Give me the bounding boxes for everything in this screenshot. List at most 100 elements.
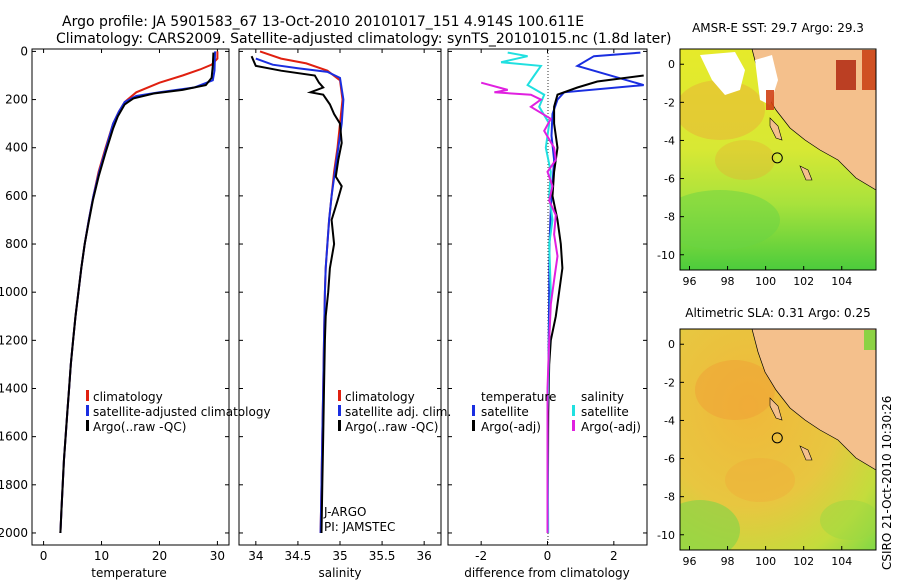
series-line-2 [250,55,343,534]
x-tick-label: 10 [94,549,109,563]
y-tick-label: 1800 [0,478,28,492]
map-axes: 96 98 100 102 104 0 -2 -4 -6 -8 -10 [657,58,852,288]
annotation-program: J-ARGO [323,505,366,519]
x-tick-label: 35 [332,549,347,563]
map-y-tick-label: -2 [664,376,675,389]
map-y-tick-label: -6 [664,173,675,186]
legend-swatch-argo [338,420,341,431]
legend-label-t-satellite: satellite [481,405,529,419]
map-x-tick-label: 96 [683,275,697,288]
sst-map-panel: AMSR-E SST: 29.7 Argo: 29.3 96 98 100 102 10… [657,21,877,288]
legend-label-argo: Argo(..raw -QC) [345,420,438,434]
plot-frame [31,48,230,546]
legend: climatology satellite-adjusted climatolo… [86,390,271,434]
legend-swatch-satellite [86,405,89,416]
sla-high-patch [725,458,795,502]
x-tick-label: 20 [152,549,167,563]
x-tick-label: 34.5 [285,549,312,563]
island [769,397,783,421]
sst-hot-cell [862,50,876,90]
map-title: AMSR-E SST: 29.7 Argo: 29.3 [692,21,864,35]
depth-axis: 0 200 400 600 800 1000 1200 1400 1600 1800 2000 [0,44,229,540]
salinity-profiles [250,50,345,534]
legend-swatch-satellite [338,405,341,416]
sla-land-edge-cell [864,330,876,350]
legend-label-t-argo: Argo(-adj) [481,420,541,434]
sst-hot-cell [766,90,774,110]
map-y-tick-label: 0 [668,58,675,71]
map-x-tick-label: 102 [793,555,814,568]
salinity-y-ticks [239,50,441,534]
legend-label-s-argo: Argo(-adj) [581,420,641,434]
legend-swatch-t-satellite [472,405,475,416]
x-axis-label: temperature [91,566,166,580]
series-line-1 [546,74,644,534]
map-y-tick-label: -10 [657,249,675,262]
series-line-3 [480,81,559,533]
y-tick-label: 2000 [0,526,28,540]
y-tick-label: 1000 [0,285,28,299]
legend-label-climatology: climatology [345,390,415,404]
map-y-tick-label: -8 [664,211,675,224]
x-tick-label: 34 [248,549,263,563]
legend-label-argo: Argo(..raw -QC) [93,420,186,434]
series-line-0 [59,51,219,534]
map-y-tick-label: -6 [664,453,675,466]
legend-label-s-satellite: satellite [581,405,629,419]
sla-high-patch [695,360,775,420]
x-axis-label: difference from climatology [464,566,630,580]
map-frame [679,48,877,271]
map-x-tick-label: 96 [683,555,697,568]
temperature-x-axis: 0 10 20 30 [40,49,225,563]
map-y-tick-label: 0 [668,338,675,351]
x-tick-label: -2 [475,549,487,563]
map-x-tick-label: 104 [831,555,852,568]
x-tick-label: 0 [544,549,552,563]
legend-title-salinity: salinity [581,390,624,404]
legend-swatch-climatology [86,390,89,401]
legend: temperature salinity satellite Argo(-adj… [472,390,641,434]
map-y-tick-label: -10 [657,529,675,542]
legend-swatch-s-satellite [572,405,575,416]
x-tick-label: 30 [210,549,225,563]
x-tick-label: 2 [610,549,618,563]
sst-warm-patch [680,80,765,140]
sla-low-patch [820,500,876,540]
legend: climatology satellite adj. clim. Argo(..… [338,390,451,434]
x-tick-label: 35.5 [369,549,396,563]
y-tick-label: 0 [20,44,28,58]
legend-swatch-argo [86,420,89,431]
map-axes: 96 98 100 102 104 0 -2 -4 -6 -8 -10 [657,338,852,568]
argo-position-marker [771,432,783,444]
island [799,445,813,461]
map-x-tick-label: 104 [831,275,852,288]
sst-cool-patch [680,190,780,250]
map-frame [679,328,877,551]
y-tick-label: 600 [5,189,28,203]
series-line-2 [59,52,215,534]
legend-title-temperature: temperature [481,390,556,404]
difference-panel: -2 0 2 difference from climatology tempera… [447,48,648,580]
x-tick-label: 36 [417,549,432,563]
y-tick-label: 1200 [0,333,28,347]
y-tick-label: 200 [5,93,28,107]
series-line-2 [500,51,554,534]
legend-swatch-climatology [338,390,341,401]
legend-label-satellite: satellite-adjusted climatology [93,405,271,419]
map-x-tick-label: 100 [755,275,776,288]
map-y-tick-label: -8 [664,491,675,504]
series-line-0 [259,50,344,534]
land-sumatra [751,329,876,471]
difference-profiles [480,51,644,534]
series-line-0 [546,51,644,534]
salinity-x-axis: 34 34.5 35 35.5 36 [248,49,432,563]
sla-low-patch [680,500,740,550]
cloud-mask [700,52,745,95]
figure-title-line2: Climatology: CARS2009. Satellite-adjuste… [56,31,672,47]
legend-swatch-s-argo [572,420,575,431]
x-tick-label: 0 [40,549,48,563]
map-x-tick-label: 98 [721,275,735,288]
island [799,165,813,181]
temperature-profiles [59,51,219,534]
